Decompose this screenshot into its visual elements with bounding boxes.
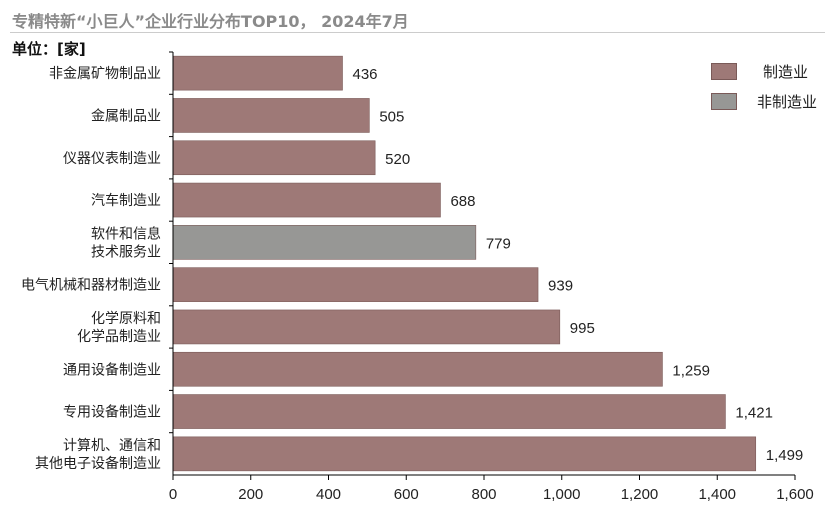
bar bbox=[172, 55, 343, 91]
category-label: 电气机械和器材制造业 bbox=[21, 278, 161, 294]
category-label: 金属制品业 bbox=[91, 108, 161, 124]
category-label: 汽车制造业 bbox=[91, 192, 161, 209]
legend: 制造业 非制造业 bbox=[711, 61, 817, 121]
category-label: 软件和信息 bbox=[91, 225, 161, 242]
data-label: 779 bbox=[486, 235, 511, 252]
category-label: 其他电子设备制造业 bbox=[35, 455, 161, 472]
x-tick-label: 1,400 bbox=[698, 486, 736, 503]
title-divider bbox=[10, 32, 825, 33]
category-label: 专用设备制造业 bbox=[63, 404, 161, 421]
bar bbox=[172, 267, 539, 302]
category-label: 仪器仪表制造业 bbox=[63, 151, 161, 167]
chart-title: 专精特新“小巨人”企业行业分布TOP10， 2024年7月 bbox=[12, 12, 409, 31]
bar bbox=[172, 309, 561, 345]
data-label: 995 bbox=[570, 320, 595, 337]
bar bbox=[172, 436, 757, 472]
category-label: 非金属矿物制品业 bbox=[49, 66, 161, 82]
category-label: 化学品制造业 bbox=[77, 329, 161, 345]
data-label: 939 bbox=[548, 278, 573, 295]
legend-item-manufacturing: 制造业 bbox=[711, 61, 817, 81]
legend-swatch-manufacturing bbox=[711, 62, 737, 80]
x-tick-label: 1,200 bbox=[621, 486, 659, 503]
unit-label: 单位：[家] bbox=[12, 40, 86, 58]
category-label: 化学原料和 bbox=[91, 311, 161, 327]
data-label: 436 bbox=[352, 66, 377, 83]
data-label: 1,421 bbox=[735, 405, 773, 422]
x-tick-label: 200 bbox=[238, 486, 263, 503]
legend-label: 非制造业 bbox=[757, 92, 818, 111]
data-label: 520 bbox=[385, 151, 410, 168]
data-label: 688 bbox=[450, 193, 475, 210]
legend-label: 制造业 bbox=[763, 62, 809, 81]
x-tick-label: 600 bbox=[394, 486, 419, 503]
x-tick-label: 0 bbox=[169, 486, 177, 503]
bar bbox=[172, 394, 726, 429]
bar bbox=[172, 98, 370, 133]
x-tick-label: 400 bbox=[316, 486, 341, 503]
x-tick-label: 1,000 bbox=[543, 486, 581, 503]
data-label: 505 bbox=[379, 108, 404, 125]
bar bbox=[172, 351, 663, 387]
x-tick-label: 1,600 bbox=[776, 486, 814, 503]
data-label: 1,499 bbox=[766, 447, 804, 464]
category-label: 计算机、通信和 bbox=[63, 438, 161, 454]
legend-swatch-non-manufacturing bbox=[711, 92, 737, 110]
category-label: 技术服务业 bbox=[91, 244, 161, 260]
legend-item-non-manufacturing: 非制造业 bbox=[711, 91, 817, 111]
data-label: 1,259 bbox=[672, 362, 710, 379]
bar bbox=[172, 225, 477, 260]
x-tick-label: 800 bbox=[471, 486, 496, 503]
bar bbox=[172, 140, 376, 176]
category-label: 通用设备制造业 bbox=[63, 361, 161, 378]
bar bbox=[172, 182, 441, 218]
